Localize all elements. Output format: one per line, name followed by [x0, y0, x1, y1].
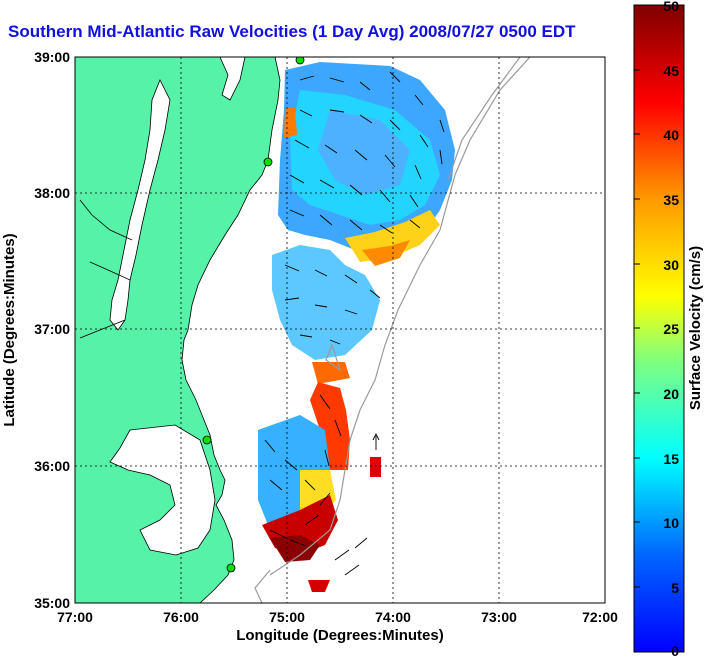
- colorbar-tick-label: 35: [663, 192, 679, 208]
- y-tick-label: 39:00: [34, 49, 70, 65]
- map-title: Southern Mid-Atlantic Raw Velocities (1 …: [8, 22, 576, 41]
- velocity-field: [258, 62, 455, 592]
- james-river: [79, 319, 126, 339]
- x-tick-label: 76:00: [163, 609, 199, 625]
- y-axis-label: Latitude (Degrees:Minutes): [1, 233, 18, 426]
- y-tick-label: 35:00: [34, 595, 70, 611]
- colorbar-tick-label: 10: [663, 515, 679, 531]
- delaware-bay: [219, 57, 246, 101]
- x-tick-label: 77:00: [57, 609, 93, 625]
- potomac-river: [79, 199, 133, 241]
- colorbar-tick-label: 5: [671, 580, 679, 596]
- y-tick-label: 36:00: [34, 458, 70, 474]
- pamlico-sound: [109, 424, 216, 556]
- y-tick-label: 38:00: [34, 185, 70, 201]
- x-tick-label: 74:00: [375, 609, 411, 625]
- bathymetry-contours: [254, 57, 531, 603]
- velocity-vectors: [264, 71, 445, 576]
- colorbar-tick-label: 25: [663, 321, 679, 337]
- colorbar-tick-labels: 50 45 40 35 30 25 20 15 10 5 0: [663, 0, 679, 659]
- radar-sites: [202, 57, 305, 573]
- colorbar: [633, 4, 685, 653]
- colorbar-tick-label: 30: [663, 257, 679, 273]
- grid-lines: [75, 57, 605, 603]
- colorbar-ticks: [634, 4, 640, 588]
- colorbar-tick-label: 50: [663, 0, 679, 14]
- colorbar-tick-label: 40: [663, 127, 679, 143]
- rappahannock-river: [89, 261, 131, 281]
- x-tick-label: 72:00: [582, 609, 618, 625]
- colorbar-tick-label: 45: [663, 63, 679, 79]
- y-tick-label: 37:00: [34, 321, 70, 337]
- y-tick-labels: 39:00 38:00 37:00 36:00 35:00: [34, 49, 70, 611]
- colorbar-tick-label: 20: [663, 386, 679, 402]
- x-tick-label: 73:00: [481, 609, 517, 625]
- colorbar-tick-label: 0: [671, 643, 679, 659]
- x-axis-label: Longitude (Degrees:Minutes): [236, 627, 444, 644]
- chesapeake-bay: [109, 79, 171, 331]
- x-tick-labels: 77:00 76:00 75:00 74:00 73:00 72:00: [57, 609, 618, 625]
- x-tick-label: 75:00: [269, 609, 305, 625]
- colorbar-tick-label: 15: [663, 451, 679, 467]
- colorbar-label: Surface Velocity (cm/s): [687, 246, 704, 410]
